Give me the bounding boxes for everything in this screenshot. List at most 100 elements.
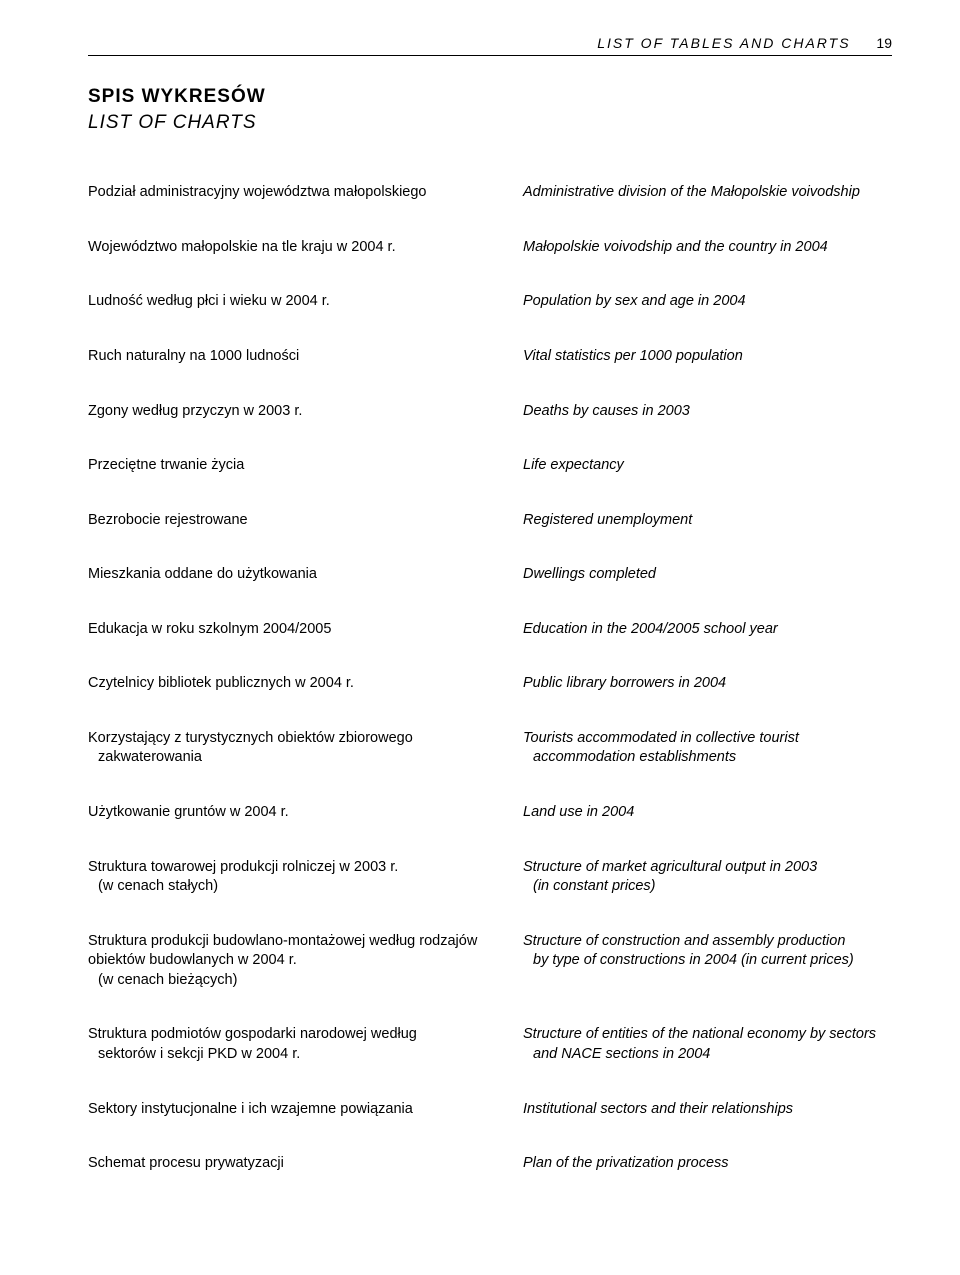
entry-polish: Sektory instytucjonalne i ich wzajemne p…	[88, 1100, 523, 1120]
list-item: Zgony według przyczyn w 2003 r. Deaths by…	[88, 402, 892, 422]
entry-polish-main: Podział administracyjny województwa mało…	[88, 183, 498, 203]
entry-english: Population by sex and age in 2004	[523, 292, 892, 312]
entry-english: Public library borrowers in 2004	[523, 674, 892, 694]
entry-polish: Bezrobocie rejestrowane	[88, 511, 523, 531]
entry-english: Life expectancy	[523, 456, 892, 476]
entry-english: Structure of entities of the national ec…	[523, 1025, 892, 1064]
list-item: Podział administracyjny województwa mało…	[88, 183, 892, 203]
section-title: SPIS WYKRESÓW	[88, 84, 892, 110]
entry-english-sub: and NACE sections in 2004	[523, 1045, 892, 1065]
entry-polish-sub: (w cenach stałych)	[88, 877, 498, 897]
list-item: Schemat procesu prywatyzacji Plan of the …	[88, 1154, 892, 1174]
entry-polish-main: Edukacja w roku szkolnym 2004/2005	[88, 620, 498, 640]
entry-english-sub: by type of constructions in 2004 (in cur…	[523, 951, 892, 971]
entry-polish-main: Czytelnicy bibliotek publicznych w 2004 …	[88, 674, 498, 694]
list-item: Struktura podmiotów gospodarki narodowej…	[88, 1025, 892, 1064]
entry-english: Małopolskie voivodship and the country i…	[523, 238, 892, 258]
running-title: LIST OF TABLES AND CHARTS	[597, 35, 850, 51]
entry-english-main: Vital statistics per 1000 population	[523, 347, 892, 367]
entry-polish: Podział administracyjny województwa mało…	[88, 183, 523, 203]
entry-english-main: Population by sex and age in 2004	[523, 292, 892, 312]
entry-polish: Struktura podmiotów gospodarki narodowej…	[88, 1025, 523, 1064]
entry-english-main: Structure of entities of the national ec…	[523, 1025, 892, 1045]
running-header: LIST OF TABLES AND CHARTS 19	[88, 35, 892, 56]
entry-polish-main: Zgony według przyczyn w 2003 r.	[88, 402, 498, 422]
list-item: Sektory instytucjonalne i ich wzajemne p…	[88, 1100, 892, 1120]
entry-english-main: Dwellings completed	[523, 565, 892, 585]
entry-polish: Czytelnicy bibliotek publicznych w 2004 …	[88, 674, 523, 694]
entry-polish: Ludność według płci i wieku w 2004 r.	[88, 292, 523, 312]
entry-english-main: Małopolskie voivodship and the country i…	[523, 238, 892, 258]
list-item: Ruch naturalny na 1000 ludności Vital sta…	[88, 347, 892, 367]
entry-english-sub: accommodation establishments	[523, 748, 892, 768]
entry-english-main: Life expectancy	[523, 456, 892, 476]
entry-polish-sub: sektorów i sekcji PKD w 2004 r.	[88, 1045, 498, 1065]
entry-polish-main: Mieszkania oddane do użytkowania	[88, 565, 498, 585]
list-item: Struktura towarowej produkcji rolniczej …	[88, 858, 892, 897]
entry-english-main: Public library borrowers in 2004	[523, 674, 892, 694]
entry-polish: Schemat procesu prywatyzacji	[88, 1154, 523, 1174]
entry-polish-main: Struktura towarowej produkcji rolniczej …	[88, 858, 498, 878]
entry-polish: Przeciętne trwanie życia	[88, 456, 523, 476]
list-item: Mieszkania oddane do użytkowania Dwelling…	[88, 565, 892, 585]
entry-polish: Mieszkania oddane do użytkowania	[88, 565, 523, 585]
entry-polish-main: Województwo małopolskie na tle kraju w 2…	[88, 238, 498, 258]
entry-english-main: Institutional sectors and their relation…	[523, 1100, 892, 1120]
entries-list: Podział administracyjny województwa mało…	[88, 183, 892, 1173]
entry-polish: Edukacja w roku szkolnym 2004/2005	[88, 620, 523, 640]
entry-polish-main: Bezrobocie rejestrowane	[88, 511, 498, 531]
entry-english: Land use in 2004	[523, 803, 892, 823]
list-item: Edukacja w roku szkolnym 2004/2005 Educat…	[88, 620, 892, 640]
entry-english: Institutional sectors and their relation…	[523, 1100, 892, 1120]
entry-polish: Struktura produkcji budowlano-montażowej…	[88, 932, 523, 991]
entry-polish-main: Schemat procesu prywatyzacji	[88, 1154, 498, 1174]
entry-english: Structure of market agricultural output …	[523, 858, 892, 897]
entry-english: Vital statistics per 1000 population	[523, 347, 892, 367]
entry-polish: Ruch naturalny na 1000 ludności	[88, 347, 523, 367]
entry-english: Tourists accommodated in collective tour…	[523, 729, 892, 768]
list-item: Korzystający z turystycznych obiektów zb…	[88, 729, 892, 768]
entry-english: Education in the 2004/2005 school year	[523, 620, 892, 640]
entry-english: Administrative division of the Małopolsk…	[523, 183, 892, 203]
entry-english-main: Tourists accommodated in collective tour…	[523, 729, 892, 749]
entry-english-main: Plan of the privatization process	[523, 1154, 892, 1174]
entry-polish-sub: (w cenach bieżących)	[88, 971, 498, 991]
entry-english: Registered unemployment	[523, 511, 892, 531]
entry-english: Deaths by causes in 2003	[523, 402, 892, 422]
list-item: Czytelnicy bibliotek publicznych w 2004 …	[88, 674, 892, 694]
list-item: Przeciętne trwanie życia Life expectancy	[88, 456, 892, 476]
entry-english: Plan of the privatization process	[523, 1154, 892, 1174]
entry-polish: Zgony według przyczyn w 2003 r.	[88, 402, 523, 422]
entry-english-main: Administrative division of the Małopolsk…	[523, 183, 892, 203]
page-number: 19	[876, 35, 892, 51]
entry-english-main: Structure of construction and assembly p…	[523, 932, 892, 952]
entry-polish-main: Struktura podmiotów gospodarki narodowej…	[88, 1025, 498, 1045]
entry-english: Dwellings completed	[523, 565, 892, 585]
entry-english-main: Structure of market agricultural output …	[523, 858, 892, 878]
list-item: Bezrobocie rejestrowane Registered unempl…	[88, 511, 892, 531]
list-item: Ludność według płci i wieku w 2004 r. Pop…	[88, 292, 892, 312]
entry-polish: Struktura towarowej produkcji rolniczej …	[88, 858, 523, 897]
entry-english-main: Education in the 2004/2005 school year	[523, 620, 892, 640]
list-item: Województwo małopolskie na tle kraju w 2…	[88, 238, 892, 258]
entry-polish-main: Struktura produkcji budowlano-montażowej…	[88, 932, 498, 971]
entry-english-main: Land use in 2004	[523, 803, 892, 823]
entry-english-main: Registered unemployment	[523, 511, 892, 531]
entry-polish-main: Sektory instytucjonalne i ich wzajemne p…	[88, 1100, 498, 1120]
entry-polish-sub: zakwaterowania	[88, 748, 498, 768]
list-item: Struktura produkcji budowlano-montażowej…	[88, 932, 892, 991]
entry-polish-main: Ludność według płci i wieku w 2004 r.	[88, 292, 498, 312]
entry-polish-main: Przeciętne trwanie życia	[88, 456, 498, 476]
section-subtitle: LIST OF CHARTS	[88, 110, 892, 136]
entry-polish-main: Korzystający z turystycznych obiektów zb…	[88, 729, 498, 749]
entry-polish: Korzystający z turystycznych obiektów zb…	[88, 729, 523, 768]
entry-polish: Województwo małopolskie na tle kraju w 2…	[88, 238, 523, 258]
page: LIST OF TABLES AND CHARTS 19 SPIS WYKRES…	[0, 0, 960, 1275]
entry-polish-main: Ruch naturalny na 1000 ludności	[88, 347, 498, 367]
entry-english-sub: (in constant prices)	[523, 877, 892, 897]
entry-polish-main: Użytkowanie gruntów w 2004 r.	[88, 803, 498, 823]
list-item: Użytkowanie gruntów w 2004 r. Land use in…	[88, 803, 892, 823]
entry-english-main: Deaths by causes in 2003	[523, 402, 892, 422]
entry-english: Structure of construction and assembly p…	[523, 932, 892, 971]
entry-polish: Użytkowanie gruntów w 2004 r.	[88, 803, 523, 823]
